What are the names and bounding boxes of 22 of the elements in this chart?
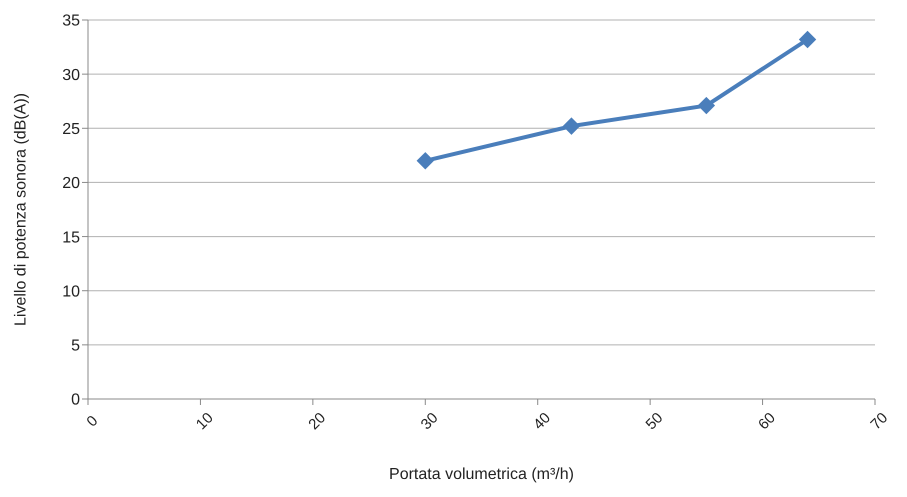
- y-tick-label: 25: [62, 120, 80, 138]
- x-tick-label: 0: [83, 412, 102, 430]
- x-tick-label: 10: [192, 409, 217, 434]
- x-tick-label: 20: [305, 409, 330, 434]
- y-tick-label: 0: [71, 392, 80, 409]
- y-tick-label: 35: [62, 12, 80, 30]
- point: [698, 97, 715, 114]
- x-axis-title: Portata volumetrica (m³/h): [389, 466, 574, 483]
- y-tick-label: 15: [62, 229, 80, 246]
- y-axis-title: Livello di potenza sonora (dB(A)): [12, 92, 30, 326]
- x-tick-label: 50: [642, 409, 666, 434]
- point: [799, 30, 816, 48]
- x-tick-label: 30: [418, 409, 442, 434]
- y-tick-label: 10: [62, 283, 80, 300]
- point: [416, 152, 434, 170]
- x-tick-label: 60: [755, 409, 779, 434]
- x-tick-label: 70: [867, 409, 892, 434]
- y-tick-label: 30: [62, 66, 80, 84]
- point: [562, 118, 580, 135]
- y-tick-label: 5: [71, 338, 80, 355]
- y-tick-label: 20: [62, 175, 80, 192]
- x-tick-label: 40: [530, 409, 554, 434]
